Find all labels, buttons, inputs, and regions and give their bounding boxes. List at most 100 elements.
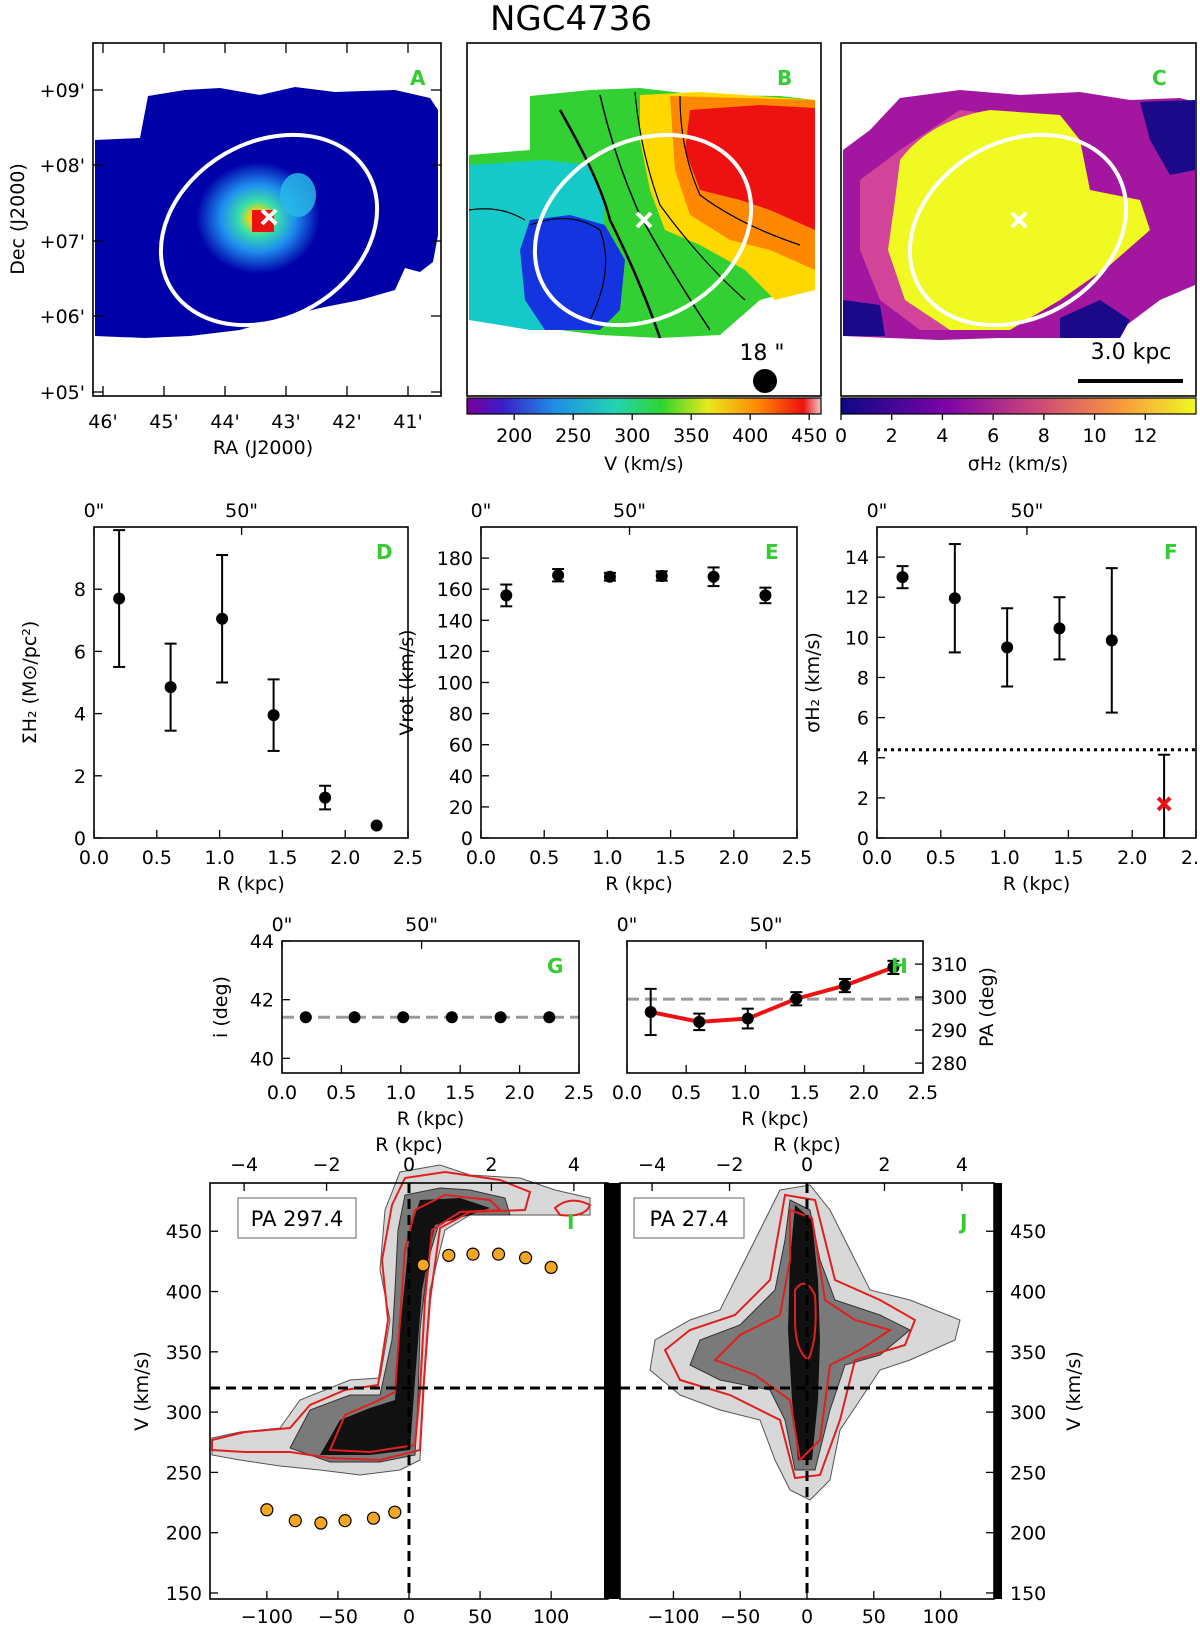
panel-f-xtick-label: 2.0 (1117, 847, 1147, 869)
panel-d-point (319, 791, 332, 804)
panel-i-label: I (567, 1210, 574, 1234)
panel-a-xtick-label: 41' (393, 411, 422, 433)
panel-i-ytick-label: 250 (166, 1462, 202, 1484)
panel-g-ytick-label: 44 (250, 931, 274, 953)
panel-b-colorbar-label: V (km/s) (604, 453, 684, 475)
panel-j-ytick-label: 300 (1010, 1402, 1046, 1424)
panel-b-axes (466, 42, 822, 397)
panel-d-point (164, 681, 177, 694)
panel-g-xtick-label: 2.5 (564, 1082, 594, 1104)
panel-f-ytick-label: 4 (857, 748, 869, 770)
panel-j-top-tick-label: 0 (801, 1154, 813, 1176)
panel-h-axes (626, 940, 924, 1074)
panel-c-scalebar-label: 3.0 kpc (1091, 340, 1172, 365)
panel-d-ytick-label: 8 (74, 579, 86, 601)
panel-a-emission-arm (280, 173, 316, 217)
panel-j: PA 27.4 J −100 −50 0 50 100 −4 −2 0 2 4 150 200 250 3… (619, 1134, 1085, 1629)
panel-i-red-contour-3 (553, 1199, 592, 1217)
panel-f-excluded-point (1156, 796, 1172, 812)
panel-i-pv-point (466, 1247, 480, 1261)
panel-separator-right (994, 1183, 1002, 1599)
panel-j-xtick-label: 0 (801, 1606, 813, 1628)
panel-b-contour-6 (468, 208, 526, 221)
panel-f-xtick-label: 2.5 (1181, 847, 1200, 869)
panel-e-point (655, 569, 668, 582)
panel-e-ylabel: Vrot (km/s) (396, 629, 418, 735)
panel-i-pv-point (442, 1248, 456, 1262)
panel-h-point (838, 979, 851, 992)
panel-i-ytick-label: 350 (166, 1342, 202, 1364)
panel-f-xtick-label: 1.5 (1053, 847, 1083, 869)
panel-b-cbar-tick-label: 250 (555, 425, 591, 447)
panel-separator-left (604, 1183, 620, 1599)
panel-f-xtick-label: 0.5 (926, 847, 956, 869)
panel-g-point (543, 1011, 556, 1024)
panel-f-ytick-label: 10 (845, 627, 869, 649)
panel-j-ytick-label: 450 (1010, 1221, 1046, 1243)
panel-d-ytick-label: 0 (74, 828, 86, 850)
panel-g-label: G (547, 954, 563, 978)
panel-e-ytick-label: 140 (437, 610, 473, 632)
panel-h-point (790, 992, 803, 1005)
panel-c-map-navy (843, 100, 1195, 338)
panel-j-red-contour-2 (713, 1208, 893, 1463)
panel-j-ytick-label: 200 (1010, 1523, 1046, 1545)
panel-h-top-tick-label: 0" (617, 914, 638, 936)
panel-f-ytick-label: 14 (845, 547, 869, 569)
panel-d-point (370, 819, 383, 832)
panel-j-pv-core (788, 1205, 820, 1460)
panel-i-xtick-label: 0 (403, 1606, 415, 1628)
panel-d-point (267, 709, 280, 722)
panel-i-ytick-label: 400 (166, 1282, 202, 1304)
panel-h-ytick-label: 290 (931, 1020, 967, 1042)
panel-e-xtick-label: 0.0 (466, 847, 496, 869)
panel-g-axes (281, 940, 580, 1074)
panel-g-ylabel: i (deg) (210, 976, 232, 1038)
panel-e-ytick-label: 40 (449, 766, 473, 788)
panel-j-axes (619, 1182, 995, 1600)
panel-d: 0.0 0.5 1.0 1.5 2.0 2.5 0" 50" 0 2 4 6 8 D R (kpc) ΣH₂ … (19, 500, 423, 895)
panel-b-beam (753, 369, 777, 393)
panel-j-ytick-label: 250 (1010, 1462, 1046, 1484)
panel-h-xtick-label: 1.5 (789, 1082, 819, 1104)
panel-i-top-tick-label: 2 (485, 1154, 497, 1176)
panel-e-xlabel: R (kpc) (605, 873, 673, 895)
panel-a-ylabel: Dec (J2000) (7, 163, 29, 275)
panel-d-plot-area (94, 527, 408, 838)
panel-i-top-label: R (kpc) (375, 1134, 443, 1156)
panel-i-top-tick-label: −4 (230, 1154, 258, 1176)
panel-h-xtick-label: 0.0 (612, 1082, 642, 1104)
panel-e-top-tick-label: 50" (613, 500, 646, 522)
panel-a: A 46' 45' 44' 43' 42' 41' +09' +08' +07' +06' +05'… (7, 42, 442, 459)
panel-d-xtick-label: 0.0 (79, 847, 109, 869)
panel-f-xlabel: R (kpc) (1003, 873, 1071, 895)
panel-d-top-tick-label: 50" (225, 500, 258, 522)
panel-d-xtick-label: 2.0 (330, 847, 360, 869)
panel-i-red-contour-1 (211, 1170, 532, 1462)
panel-j-xtick-label: −100 (647, 1606, 699, 1628)
panel-a-ytick-label: +05' (40, 382, 85, 404)
panel-d-xtick-label: 1.0 (204, 847, 234, 869)
panel-g-point (494, 1011, 507, 1024)
panel-f-xtick-label: 0.0 (862, 847, 892, 869)
panel-g-xtick-label: 1.0 (386, 1082, 416, 1104)
panel-c-label: C (1152, 66, 1167, 90)
panel-j-top-label: R (kpc) (773, 1134, 841, 1156)
panel-d-ylabel: ΣH₂ (M⊙/pc²) (19, 621, 41, 745)
panel-b-map-blue (520, 215, 625, 330)
panel-i-ytick-label: 200 (166, 1523, 202, 1545)
panel-d-xtick-label: 2.5 (393, 847, 423, 869)
panel-g-top-tick-label: 0" (272, 914, 293, 936)
panel-a-ellipse (158, 132, 380, 328)
panel-f-xtick-label: 1.0 (989, 847, 1019, 869)
panel-i-xtick-label: −50 (318, 1606, 358, 1628)
panel-e-point (759, 589, 772, 602)
panel-g: 0.0 0.5 1.0 1.5 2.0 2.5 0" 50" 40 42 44 G R (kpc) i (… (210, 914, 594, 1130)
panel-i-pv-point (260, 1503, 274, 1517)
panel-e-xtick-label: 1.5 (655, 847, 685, 869)
panel-c-axes (840, 42, 1197, 397)
panel-i-ytick-label: 300 (166, 1402, 202, 1424)
panel-a-ytick-label: +07' (40, 231, 85, 253)
panel-f-ytick-label: 6 (857, 708, 869, 730)
